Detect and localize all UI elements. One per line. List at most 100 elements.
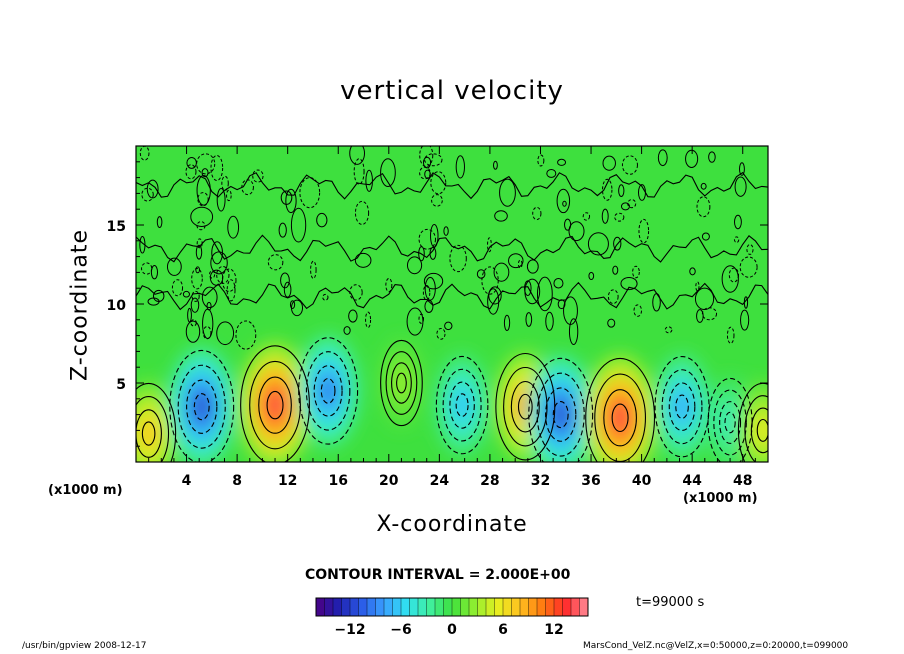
turbulence-contour: [708, 151, 716, 163]
turbulence-contour: [612, 265, 619, 275]
x-unit-left: (x1000 m): [48, 483, 123, 498]
contour-cell-1-0: [169, 349, 235, 462]
turbulence-contour: [226, 189, 232, 202]
turbulence-contour: [721, 265, 739, 293]
contour-cell-5-3: [455, 393, 469, 417]
turbulence-contour: [206, 301, 212, 311]
colorbar-segment: [383, 597, 394, 617]
colorbar-segment: [570, 597, 581, 617]
field-cell-9-level-3: [674, 393, 690, 420]
colorbar-segment: [332, 597, 343, 617]
turbulence-contour: [424, 153, 443, 167]
field-cell-3-level-3: [320, 376, 336, 405]
x-tick-label-32: 32: [531, 473, 550, 489]
turbulence-contour: [556, 188, 571, 214]
turbulence-contour: [739, 256, 758, 278]
turbulence-contour: [289, 300, 296, 309]
turbulence-contour: [349, 146, 365, 165]
turbulence-contour: [455, 155, 465, 179]
contour-cell-3-1: [305, 351, 351, 431]
turbulence-contour: [191, 268, 203, 290]
colorbar-segment: [341, 597, 351, 617]
colorbar-segment: [460, 597, 470, 617]
contour-cell-11-2: [750, 407, 768, 454]
turbulence-contour: [620, 202, 630, 211]
contour-cell-9-1: [661, 369, 703, 445]
plot-area: [136, 146, 768, 462]
turbulence-contour: [546, 169, 557, 178]
contour-cell-7-2: [545, 387, 577, 442]
turbulence-contour: [353, 158, 365, 185]
turbulence-contour: [664, 326, 673, 334]
turbulence-contour: [216, 187, 226, 212]
turbulence-contour: [602, 178, 613, 201]
turbulence-contour: [602, 155, 616, 171]
contour-cell-6-2: [510, 380, 540, 433]
colorbar-segment: [562, 597, 572, 617]
colorbar-segment: [536, 597, 547, 617]
x-tick-label-48: 48: [733, 473, 752, 489]
contour-cell-1-1: [177, 364, 226, 449]
contour-cell-9-3: [675, 394, 689, 419]
turbulence-contour: [487, 237, 492, 253]
turbulence-contour: [733, 236, 740, 243]
turbulence-contour: [562, 200, 567, 207]
colorbar-segment: [545, 597, 555, 617]
contour-cell-9-2: [668, 382, 696, 432]
colorbar-segment: [579, 597, 589, 617]
colorbar-tick-label-0: −12: [334, 622, 365, 638]
turbulence-contour: [187, 307, 192, 323]
turbulence-contour: [146, 179, 159, 199]
contour-cell-10-2: [719, 401, 742, 444]
field-cell-7-level-3: [552, 399, 570, 430]
turbulence-contour: [537, 154, 545, 167]
turbulence-contour: [348, 309, 358, 323]
contour-cell-2-3: [266, 390, 284, 420]
contour-interval-note: CONTOUR INTERVAL = 2.000E+00: [305, 567, 571, 583]
turbulence-contour: [613, 236, 622, 251]
turbulence-contour: [354, 200, 370, 225]
colorbar-segment: [417, 597, 428, 617]
colorbar-segment: [485, 597, 496, 617]
contour-cell-7-3: [552, 401, 569, 429]
turbulence-contour: [582, 212, 591, 221]
turbulence-contour: [532, 206, 542, 221]
turbulence-contour: [444, 321, 453, 331]
turbulence-contour: [701, 232, 710, 241]
turbulence-contour: [196, 153, 216, 175]
contour-cell-4-2: [391, 362, 412, 404]
x-tick-label-8: 8: [232, 473, 242, 489]
turbulence-contour: [614, 212, 625, 222]
field-cell-1-level-3: [193, 391, 211, 422]
field-cell-5-level-3: [455, 392, 469, 418]
turbulence-contour: [568, 221, 585, 242]
contour-cell-5-0: [435, 355, 489, 455]
contour-cell-8-2: [603, 389, 637, 447]
x-tick-label-20: 20: [379, 473, 399, 489]
turbulence-contour: [283, 281, 292, 298]
turbulence-contour: [449, 244, 467, 273]
turbulence-contour: [221, 175, 229, 191]
contour-cell-0-0: [136, 382, 177, 462]
field-cell-0-level-3: [141, 420, 156, 447]
turbulence-contour: [689, 267, 696, 276]
turbulence-contour: [695, 281, 700, 292]
turbulence-contour: [525, 312, 533, 327]
turbulence-contour: [685, 149, 699, 168]
turbulence-contour: [278, 222, 287, 238]
turbulence-contour: [185, 164, 197, 180]
y-tick-label-5: 5: [116, 377, 126, 393]
colorbar-segment: [358, 597, 368, 617]
turbulence-contour: [185, 320, 201, 343]
turbulence-contour: [150, 265, 159, 280]
contour-cell-1-2: [186, 379, 218, 434]
contour-cell-3-3: [320, 378, 336, 404]
turbulence-contour: [726, 326, 735, 344]
contour-cell-5-1: [442, 368, 482, 442]
colorbar-tick-label-4: 12: [544, 622, 563, 638]
turbulence-contour: [201, 286, 218, 309]
colorbar-segment: [324, 597, 334, 617]
turbulence-contour: [385, 277, 393, 293]
turbulence-contour: [322, 293, 329, 301]
contour-cell-2-1: [249, 360, 301, 450]
